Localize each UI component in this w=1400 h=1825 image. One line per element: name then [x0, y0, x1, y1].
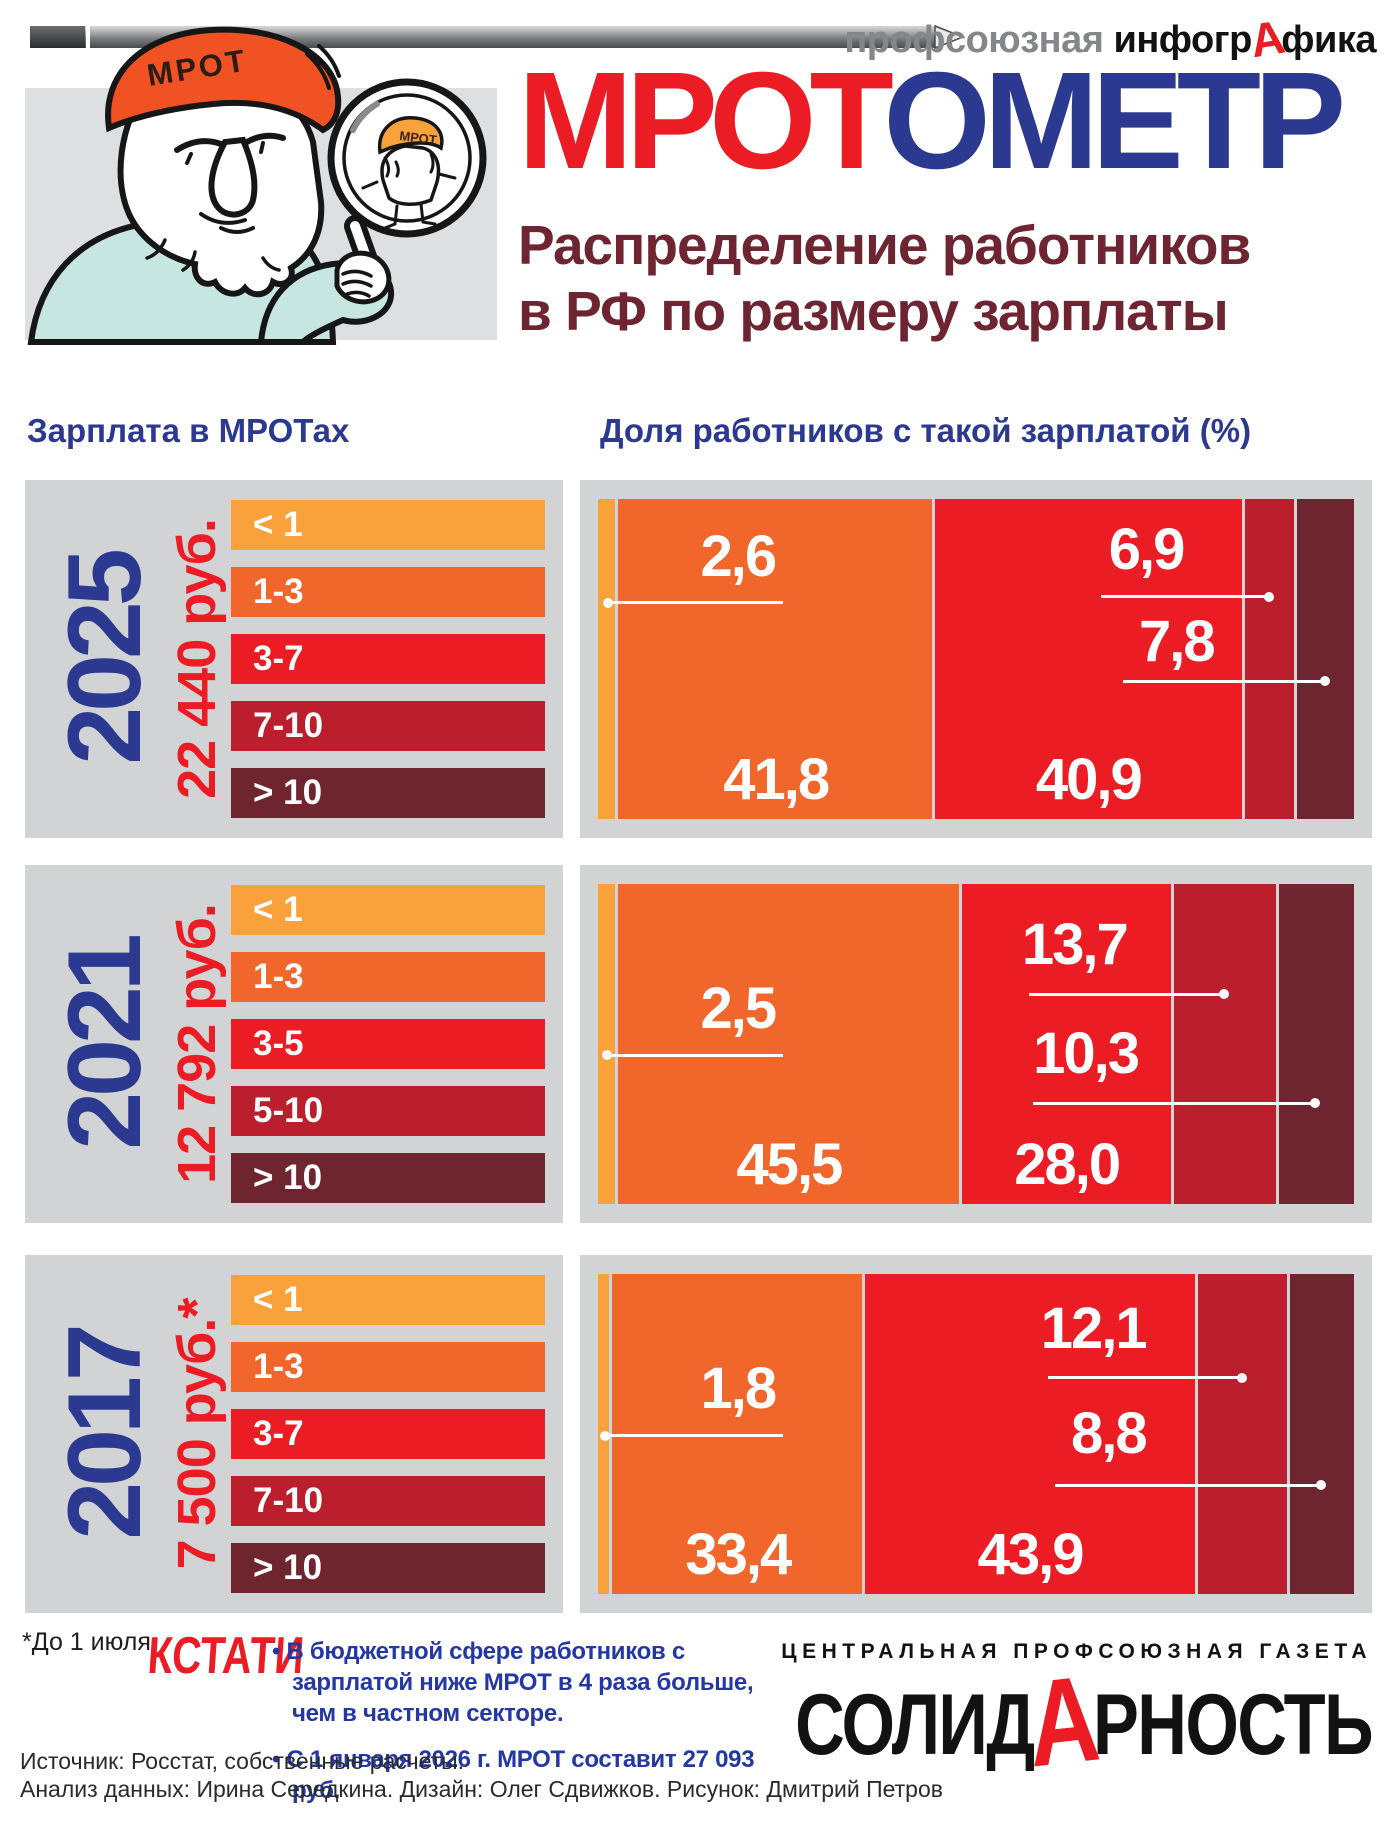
- mrot-value-label: 12 792 руб.: [167, 904, 227, 1184]
- bar-segment-5-10: [1174, 884, 1276, 1204]
- legend-bar->10: > 10: [231, 1153, 545, 1203]
- page-title: МРОТОМЕТР: [518, 52, 1346, 190]
- legend-bar-1-3: 1-3: [231, 567, 545, 617]
- year-panel-2017: 2017 7 500 руб.* < 1 1-3 3-7 7-10 > 10: [25, 1255, 563, 1613]
- legend-bar-<1: < 1: [231, 885, 545, 935]
- legend-bar-1-3: 1-3: [231, 952, 545, 1002]
- logo-red-a: А: [1024, 1649, 1103, 1793]
- legend-bar-1-3: 1-3: [231, 1342, 545, 1392]
- legend-bar-<1: < 1: [231, 500, 545, 550]
- bar-segment-<1: [598, 884, 615, 1204]
- bar-segment-7-10: [1197, 1274, 1287, 1594]
- title-blue-part: ОМЕТР: [883, 44, 1346, 198]
- year-label: 2025: [47, 553, 163, 765]
- legend: < 1 1-3 3-7 7-10 > 10: [231, 1275, 545, 1593]
- legend-bar-5-10: 5-10: [231, 1086, 545, 1136]
- logo-post: РНОСТЬ: [1093, 1676, 1374, 1773]
- legend-bar->10: > 10: [231, 1543, 545, 1593]
- bullet-text: В бюджетной сфере работников с зарплатой…: [286, 1638, 754, 1728]
- chart-panel-2025: 2,6 41,8 40,9 6,9 7,8: [580, 480, 1372, 838]
- year-panel-2025: 2025 22 440 руб. < 1 1-3 3-7 7-10 > 10: [25, 480, 563, 838]
- legend-bar-<1: < 1: [231, 1275, 545, 1325]
- legend-bar-3-5: 3-5: [231, 1019, 545, 1069]
- cartoon-illustration: МРОТ МРОТ: [25, 26, 497, 345]
- bullet-item: • С 1 января 2026 г. МРОТ составит 27 09…: [272, 1745, 755, 1804]
- title-red-part: МРОТ: [518, 44, 890, 198]
- bar-segment-3-7: [865, 1274, 1195, 1594]
- column-header-salary-in-mrot: Зарплата в МРОТах: [27, 412, 350, 449]
- brand-black-pre: инфогр: [1113, 19, 1252, 61]
- solidarnost-logo: СОЛИД А РНОСТЬ: [795, 1650, 1374, 1798]
- source-line: Источник: Росстат, собственные расчеты.: [20, 1748, 465, 1774]
- bar-segment-1-3: [618, 499, 932, 819]
- year-label: 2017: [47, 1328, 163, 1540]
- bar-segment-<1: [598, 499, 616, 819]
- stacked-bar-2025: [598, 499, 1354, 819]
- subtitle-line-1: Распределение работников: [518, 214, 1251, 276]
- bullet-text: С 1 января 2026 г. МРОТ составит 27 093 …: [286, 1745, 755, 1804]
- logo-pre: СОЛИД: [795, 1676, 1035, 1773]
- brand-gray: профсоюзная: [844, 19, 1104, 61]
- stacked-bar-2017: [598, 1274, 1354, 1594]
- stacked-bar-2021: [598, 884, 1354, 1204]
- bar-segment-<1: [598, 1274, 610, 1594]
- year-panel-2021: 2021 12 792 руб. < 1 1-3 3-5 5-10 > 10: [25, 865, 563, 1223]
- bar-segment-7-10: [1244, 499, 1295, 819]
- brand-red-a: А: [1246, 9, 1288, 68]
- bar-segment-1-3: [612, 1274, 863, 1594]
- lens-cap-text: МРОТ: [399, 128, 438, 147]
- mrot-value-label: 22 440 руб.: [167, 519, 227, 799]
- footnote: *До 1 июля.: [22, 1628, 158, 1656]
- credits-line: Анализ данных: Ирина Середкина. Дизайн: …: [20, 1776, 943, 1802]
- legend-bar-3-7: 3-7: [231, 634, 545, 684]
- brand-black-post: фика: [1281, 19, 1376, 61]
- bar-segment->10: [1278, 884, 1354, 1204]
- bar-segment->10: [1297, 499, 1354, 819]
- legend-bar->10: > 10: [231, 768, 545, 818]
- brand-text: профсоюзная инфогрАфика: [844, 8, 1376, 68]
- bar-segment-1-3: [617, 884, 960, 1204]
- page-subtitle: Распределение работников в РФ по размеру…: [518, 212, 1251, 344]
- kstati-bullets: • В бюджетной сфере работников с зарплат…: [272, 1636, 792, 1820]
- bar-segment-3-5: [962, 884, 1172, 1204]
- bullet-item: • В бюджетной сфере работников с зарплат…: [272, 1638, 754, 1728]
- bar-segment->10: [1289, 1274, 1354, 1594]
- legend-bar-7-10: 7-10: [231, 1476, 545, 1526]
- legend: < 1 1-3 3-5 5-10 > 10: [231, 885, 545, 1203]
- chart-panel-2021: 2,5 45,5 28,0 13,7 10,3: [580, 865, 1372, 1223]
- subtitle-line-2: в РФ по размеру зарплаты: [518, 280, 1229, 342]
- newspaper-tagline: ЦЕНТРАЛЬНАЯ ПРОФСОЮЗНАЯ ГАЗЕТА: [781, 1640, 1372, 1663]
- mrot-value-label: 7 500 руб.*: [167, 1298, 227, 1570]
- old-man-with-magnifier-icon: МРОТ МРОТ: [27, 26, 487, 345]
- column-header-worker-share: Доля работников с такой зарплатой (%): [600, 412, 1252, 449]
- legend-bar-3-7: 3-7: [231, 1409, 545, 1459]
- chart-panel-2017: 1,8 33,4 43,9 12,1 8,8: [580, 1255, 1372, 1613]
- year-label: 2021: [47, 938, 163, 1150]
- bar-segment-3-7: [934, 499, 1242, 819]
- legend: < 1 1-3 3-7 7-10 > 10: [231, 500, 545, 818]
- legend-bar-7-10: 7-10: [231, 701, 545, 751]
